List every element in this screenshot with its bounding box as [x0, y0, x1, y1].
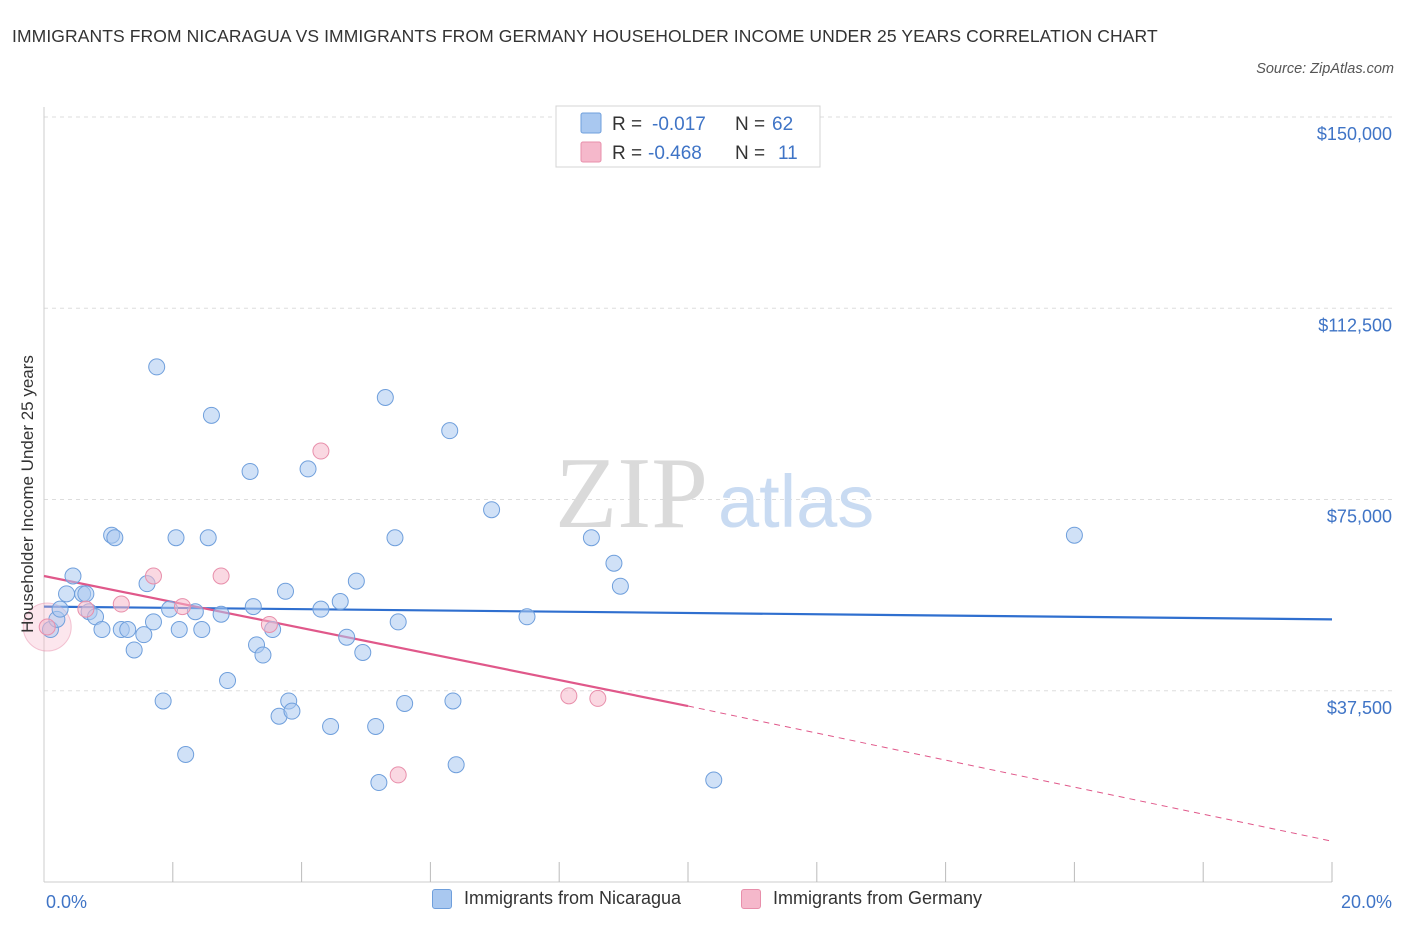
point-nicaragua-45 — [354, 644, 372, 661]
point-nicaragua-30 — [241, 462, 259, 480]
point-nicaragua-53 — [444, 692, 462, 710]
point-nicaragua-51 — [396, 695, 414, 712]
point-nicaragua-47 — [370, 774, 388, 792]
point-germany-5 — [212, 567, 230, 585]
point-nicaragua-33 — [254, 646, 272, 664]
point-nicaragua-4 — [64, 567, 82, 585]
series-legend: Immigrants from Nicaragua Immigrants fro… — [0, 888, 1406, 916]
y-axis-label: Householder Income Under 25 years — [18, 355, 37, 633]
legend-swatch-nicaragua — [432, 888, 452, 909]
point-nicaragua-15 — [135, 626, 153, 644]
point-germany-9 — [560, 687, 578, 705]
legend-item-germany: Immigrants from Germany — [741, 888, 982, 909]
point-nicaragua-14 — [125, 641, 143, 659]
legend-swatch-germany — [741, 888, 761, 909]
stats-n-label-2: N = — [735, 143, 765, 164]
point-nicaragua-29 — [219, 672, 237, 690]
point-nicaragua-42 — [331, 593, 349, 610]
point-nicaragua-28 — [212, 605, 230, 623]
point-nicaragua-52 — [441, 422, 459, 440]
point-nicaragua-50 — [389, 613, 407, 631]
point-nicaragua-49 — [386, 529, 404, 547]
point-nicaragua-55 — [483, 501, 501, 519]
point-germany-10 — [589, 689, 607, 707]
point-nicaragua-48 — [376, 389, 394, 406]
y-tick-label-2: $75,000 — [1327, 507, 1392, 527]
y-tick-label-1: $112,500 — [1318, 315, 1392, 335]
y-tick-label-3: $37,500 — [1327, 698, 1392, 718]
stats-legend: R = -0.017 N = 62 R = -0.468 N = 11 — [555, 105, 821, 168]
stats-r-value-1: -0.017 — [652, 114, 706, 135]
x-tick-label-max: 20.0% — [1341, 892, 1392, 912]
y-tick-labels: $150,000 $112,500 $75,000 $37,500 — [1317, 124, 1392, 718]
point-nicaragua-38 — [283, 702, 301, 720]
point-nicaragua-43 — [338, 628, 356, 646]
stats-r-label-1: R = — [612, 114, 642, 135]
trend-line-germany — [43, 574, 689, 708]
point-nicaragua-56 — [518, 608, 536, 626]
point-nicaragua-6 — [77, 585, 95, 603]
stats-r-value-2: -0.468 — [648, 143, 702, 164]
point-nicaragua-19 — [154, 692, 172, 710]
point-nicaragua-44 — [347, 572, 365, 590]
watermark-atlas: atlas — [718, 460, 874, 543]
point-nicaragua-13 — [119, 621, 137, 639]
point-nicaragua-21 — [167, 529, 185, 547]
trend-lines — [43, 574, 1333, 842]
watermark-zip: ZIP — [555, 437, 708, 550]
point-nicaragua-23 — [177, 746, 195, 763]
source-label: Source: ZipAtlas.com — [1256, 61, 1394, 77]
legend-label-germany: Immigrants from Germany — [773, 888, 983, 908]
point-nicaragua-46 — [367, 717, 385, 735]
point-nicaragua-3 — [58, 585, 76, 603]
point-nicaragua-25 — [193, 621, 211, 639]
point-nicaragua-11 — [106, 529, 124, 547]
legend-label-nicaragua: Immigrants from Nicaragua — [464, 888, 682, 908]
point-nicaragua-39 — [299, 460, 317, 478]
point-nicaragua-22 — [170, 621, 188, 639]
point-nicaragua-18 — [148, 358, 166, 376]
stats-n-value-2: 11 — [778, 143, 798, 164]
point-nicaragua-17 — [144, 613, 162, 631]
stats-swatch-germany — [580, 141, 602, 163]
point-germany-0 — [38, 618, 56, 636]
point-nicaragua-58 — [605, 554, 623, 572]
point-germany-6 — [260, 615, 278, 633]
point-germany-2 — [112, 595, 130, 613]
stats-swatch-nicaragua — [580, 112, 602, 134]
stats-n-label-1: N = — [735, 114, 765, 135]
x-tick-marks — [172, 862, 1333, 882]
point-nicaragua-57 — [582, 529, 600, 547]
point-nicaragua-61 — [1065, 526, 1083, 544]
stats-r-label-2: R = — [612, 143, 642, 164]
point-germany-4 — [173, 598, 191, 616]
point-germany-7 — [312, 442, 330, 460]
point-germany-8 — [389, 766, 407, 784]
data-points — [22, 358, 1083, 792]
point-germany-3 — [144, 567, 162, 585]
point-nicaragua-31 — [244, 598, 262, 616]
point-nicaragua-41 — [322, 717, 340, 735]
point-nicaragua-54 — [447, 756, 465, 774]
point-nicaragua-27 — [202, 406, 220, 424]
trend-line-nicaragua — [43, 605, 1333, 621]
legend-item-nicaragua: Immigrants from Nicaragua — [432, 888, 681, 909]
stats-n-value-1: 62 — [772, 114, 793, 135]
point-nicaragua-59 — [611, 577, 629, 595]
watermark: ZIP atlas — [555, 437, 874, 550]
chart-title: IMMIGRANTS FROM NICARAGUA VS IMMIGRANTS … — [12, 26, 1158, 46]
point-nicaragua-9 — [93, 621, 111, 639]
trend-line-germany-extension — [687, 705, 1333, 842]
x-tick-label-min: 0.0% — [46, 892, 87, 912]
point-nicaragua-40 — [312, 600, 330, 618]
point-nicaragua-2 — [51, 600, 69, 618]
point-nicaragua-36 — [277, 582, 294, 600]
point-nicaragua-26 — [199, 529, 217, 547]
point-nicaragua-60 — [705, 771, 723, 789]
y-tick-label-0: $150,000 — [1317, 124, 1392, 144]
point-germany-1 — [77, 600, 95, 618]
